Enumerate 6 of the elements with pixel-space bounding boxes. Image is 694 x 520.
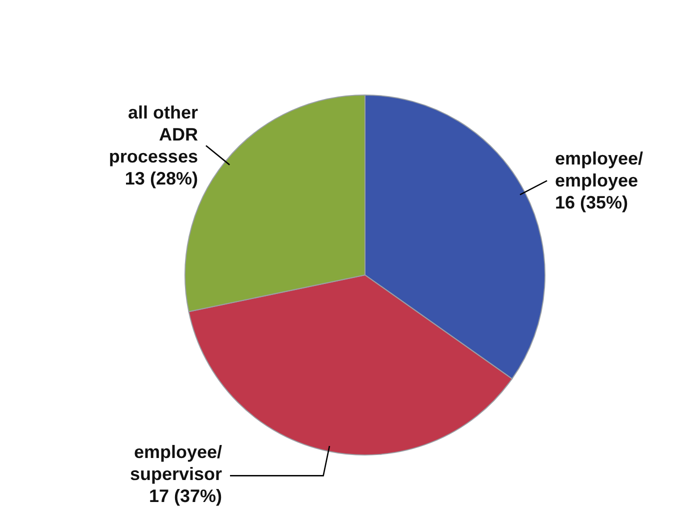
- slice-label: employee/employee: [555, 148, 644, 191]
- data-label: 17 (37%): [148, 486, 222, 506]
- slice-label: employee/supervisor: [130, 442, 222, 484]
- data-label: 13 (28%): [124, 168, 198, 189]
- data-label: 16 (35%): [555, 192, 628, 213]
- slice-label: all other ADR processes: [108, 102, 198, 167]
